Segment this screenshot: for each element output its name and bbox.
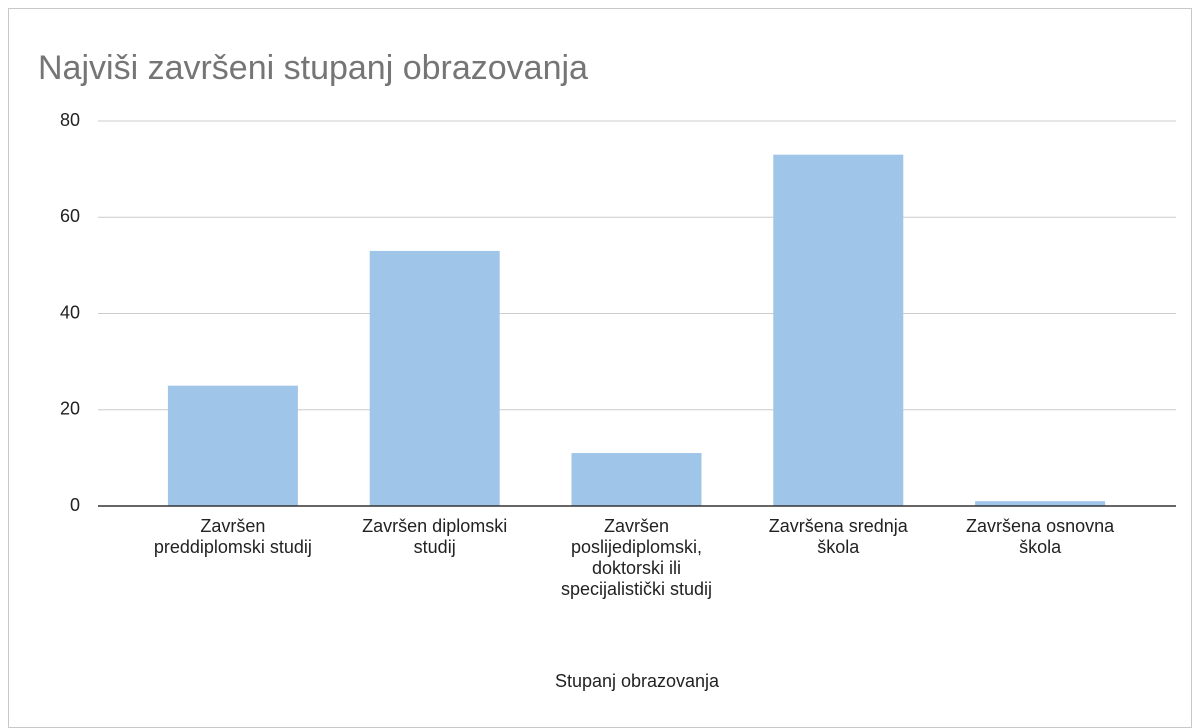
bar [167, 385, 298, 506]
y-tick-label: 20 [60, 399, 80, 419]
bar [571, 453, 702, 506]
bar [975, 501, 1106, 506]
x-tick-label: Završen diplomski studij [362, 516, 508, 557]
x-tick-label: Završena osnovna škola [966, 516, 1115, 557]
x-axis-title: Stupanj obrazovanja [555, 671, 720, 691]
x-tick-label: Završen preddiplomski studij [153, 516, 312, 557]
x-tick-label: Završena srednja škola [768, 516, 908, 557]
y-tick-label: 0 [70, 495, 80, 515]
y-tick-label: 80 [60, 110, 80, 130]
bar [369, 250, 500, 506]
y-tick-label: 60 [60, 206, 80, 226]
chart-title: Najviši završeni stupanj obrazovanja [38, 49, 588, 87]
bar [773, 154, 904, 506]
x-tick-label: Završen poslijediplomski, doktorski ili … [560, 516, 713, 599]
y-tick-label: 40 [60, 302, 80, 322]
